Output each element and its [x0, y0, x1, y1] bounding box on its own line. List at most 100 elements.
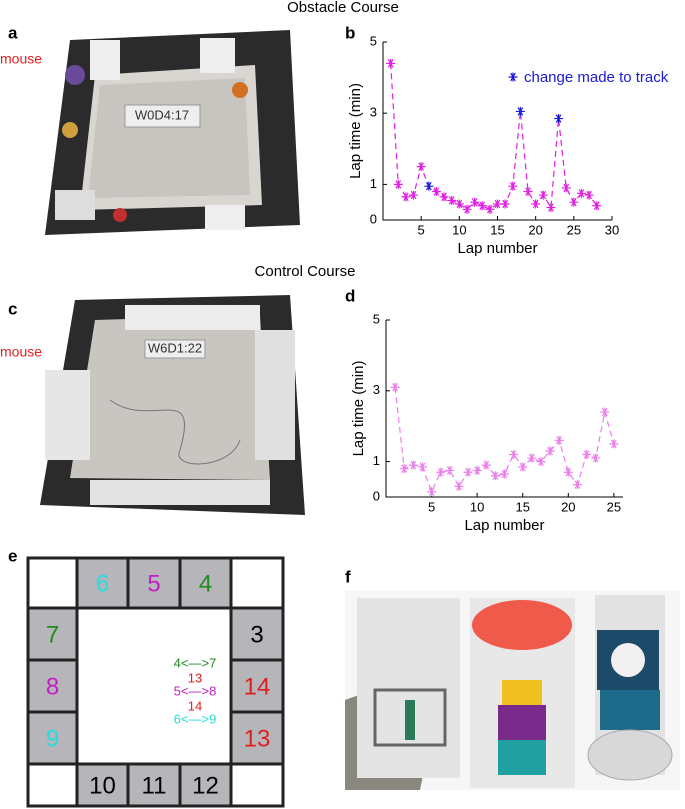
data-point	[584, 190, 594, 200]
x-tick-label: 5	[418, 222, 425, 237]
y-tick-label: 0	[373, 488, 380, 503]
cell-label: 13	[244, 725, 271, 752]
y-tick-label: 5	[370, 33, 377, 48]
cell-label: 10	[89, 772, 116, 799]
center-area	[75, 606, 233, 766]
photo-control	[40, 295, 305, 515]
data-point	[390, 382, 400, 392]
data-point	[447, 195, 457, 205]
data-point	[427, 487, 437, 497]
x-tick-label: 20	[561, 499, 575, 514]
series-line	[390, 63, 598, 211]
section-title: Control Course	[255, 263, 356, 280]
data-point	[493, 199, 502, 209]
swap-label: 14	[188, 698, 202, 713]
corner-cell	[229, 556, 285, 610]
data-point	[500, 199, 510, 209]
cell-label: 12	[192, 772, 219, 799]
data-point	[523, 187, 533, 197]
data-point	[445, 465, 455, 475]
mouse-label: mouse	[0, 344, 42, 360]
x-tick-label: 25	[607, 499, 621, 514]
data-point	[401, 192, 411, 202]
data-point	[582, 450, 592, 460]
track-cell	[178, 762, 233, 808]
data-point	[454, 199, 464, 209]
data-point	[518, 462, 528, 472]
data-point	[490, 471, 500, 481]
track-cell	[26, 606, 79, 662]
cell-label: 11	[142, 772, 167, 799]
data-point	[609, 439, 619, 449]
data-point	[508, 181, 518, 191]
data-point	[436, 467, 446, 477]
panel-label: c	[8, 299, 17, 318]
track-cell	[75, 556, 130, 610]
data-point	[591, 453, 601, 463]
cell-label: 5	[147, 570, 160, 597]
data-point	[417, 462, 427, 472]
panel-label: d	[345, 286, 355, 305]
track-cell	[26, 710, 79, 766]
y-axis-label: Lap time (min)	[350, 361, 367, 457]
mouse-label: mouse	[0, 51, 42, 67]
swap-label: 4<—>7	[174, 655, 217, 670]
x-tick-label: 5	[428, 499, 435, 514]
data-point	[409, 190, 419, 200]
corner-cell	[26, 556, 79, 610]
data-point	[477, 201, 487, 211]
x-tick-label: 15	[490, 222, 504, 237]
data-point	[531, 199, 541, 209]
data-point	[527, 453, 537, 463]
data-point	[431, 187, 441, 197]
legend-marker	[508, 72, 518, 82]
x-tick-label: 10	[470, 499, 484, 514]
x-tick-label: 10	[452, 222, 466, 237]
x-axis-label: Lap number	[464, 517, 544, 534]
data-point	[424, 181, 434, 191]
x-tick-label: 25	[567, 222, 581, 237]
section-title: Obstacle Course	[287, 0, 399, 16]
data-point	[600, 407, 610, 417]
y-tick-label: 3	[370, 105, 377, 120]
track-tag: W0D4:17	[135, 107, 189, 122]
corner-cell	[229, 762, 285, 808]
data-point	[463, 467, 473, 477]
data-point	[563, 467, 573, 477]
y-tick-label: 3	[373, 382, 380, 397]
track-cell	[229, 710, 285, 766]
cell-label: 7	[46, 621, 59, 648]
cell-label: 8	[46, 673, 59, 700]
data-point	[399, 464, 409, 474]
y-tick-label: 0	[370, 211, 377, 226]
swap-label: 5<—>8	[174, 683, 217, 698]
data-point	[408, 460, 418, 470]
photo-obstacle	[45, 30, 300, 235]
data-point	[576, 188, 586, 198]
y-tick-label: 1	[370, 176, 377, 191]
data-point	[454, 481, 464, 491]
data-point	[572, 480, 582, 490]
data-point	[509, 450, 519, 460]
cell-label: 14	[244, 673, 271, 700]
data-point	[554, 114, 564, 124]
data-point	[470, 197, 480, 207]
data-point	[439, 192, 449, 202]
track-cell	[126, 556, 182, 610]
data-point	[592, 201, 602, 211]
panel-label: f	[345, 567, 351, 586]
data-point	[554, 435, 564, 445]
track-tag: W6D1:22	[148, 340, 202, 355]
panel-label: b	[345, 23, 355, 42]
data-point	[386, 58, 396, 68]
x-tick-label: 15	[515, 499, 529, 514]
data-point	[416, 162, 426, 172]
data-point	[536, 457, 546, 467]
track-diagram: 6 5 4 7 8 9 3 14 13 10 11 12	[26, 556, 285, 808]
data-point	[481, 460, 491, 470]
corner-cell	[26, 762, 79, 808]
swap-label: 6<—>9	[174, 711, 217, 726]
data-point	[472, 465, 482, 475]
data-point	[515, 106, 525, 116]
